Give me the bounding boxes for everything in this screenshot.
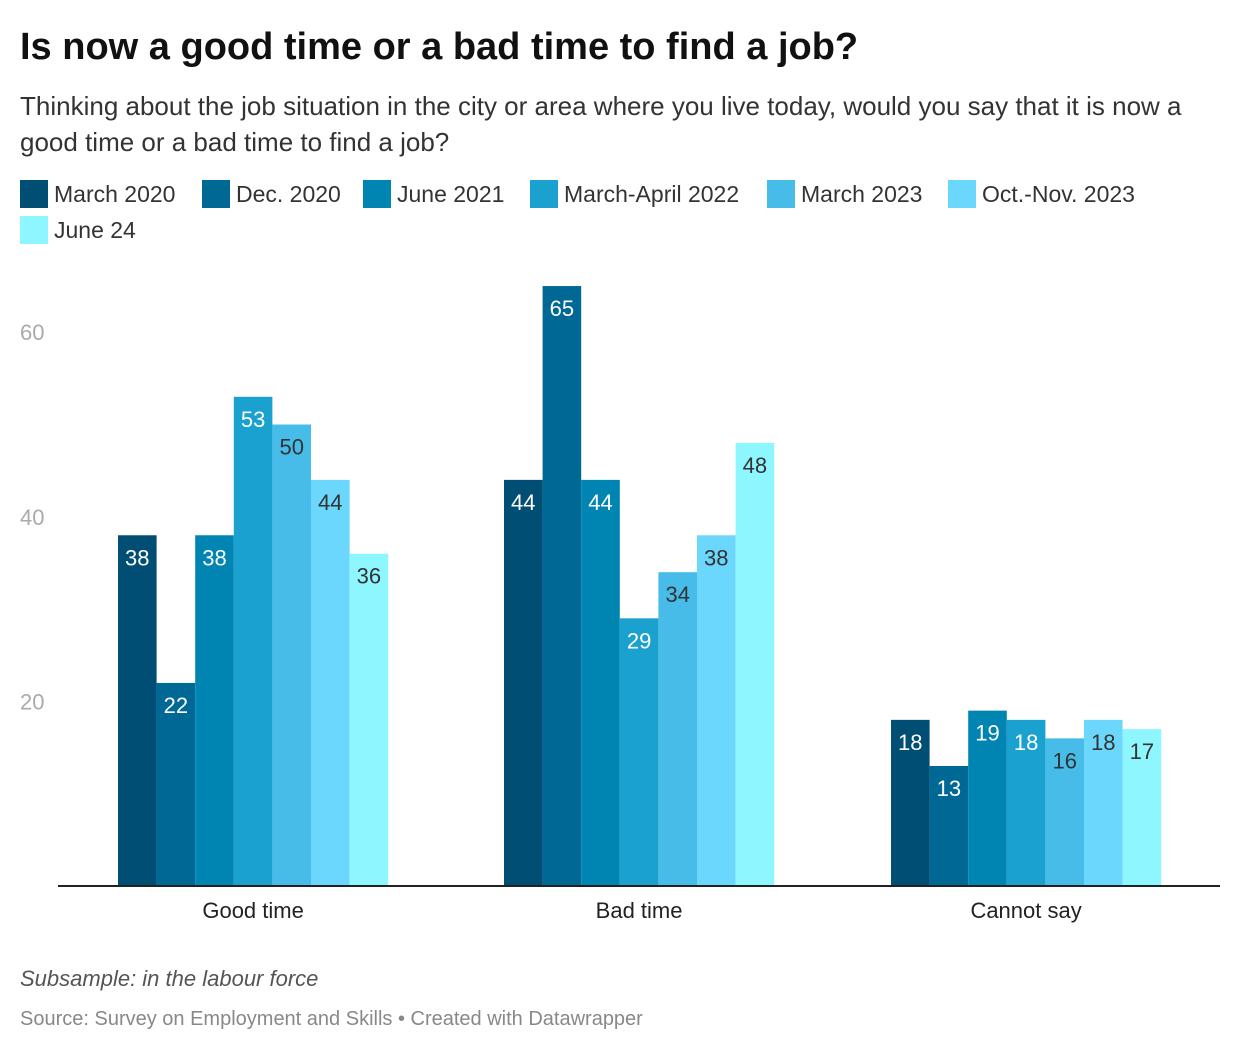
bar-value-label: 18 — [1091, 730, 1115, 755]
legend-label: Dec. 2020 — [236, 180, 341, 207]
y-tick-label: 20 — [20, 689, 44, 714]
bar — [118, 535, 157, 886]
bar — [504, 479, 543, 886]
bar — [968, 710, 1007, 886]
bar — [195, 535, 234, 886]
x-tick-label: Good time — [202, 898, 304, 923]
bar — [311, 479, 350, 886]
legend-label: March 2020 — [54, 180, 176, 207]
legend-label: March 2023 — [801, 180, 923, 207]
bar-value-label: 65 — [550, 296, 574, 321]
legend-item: March 2020 — [20, 176, 175, 212]
bar — [697, 535, 736, 886]
bar — [272, 424, 311, 886]
bar — [1045, 738, 1084, 886]
x-tick-label: Cannot say — [970, 898, 1081, 923]
bar-value-label: 29 — [627, 628, 651, 653]
bar — [929, 766, 969, 886]
chart-source: Source: Survey on Employment and Skills … — [20, 1008, 643, 1030]
legend-label: Oct.-Nov. 2023 — [982, 180, 1135, 207]
bar-value-label: 17 — [1130, 739, 1154, 764]
legend-swatch — [20, 180, 48, 208]
y-axis-ticks: 20 40 60 — [20, 320, 44, 714]
legend-swatch — [948, 180, 976, 208]
legend-label: June 24 — [54, 216, 136, 243]
legend-label: June 2021 — [397, 180, 505, 207]
bar-value-label: 50 — [279, 435, 303, 460]
bar — [581, 479, 620, 886]
bar-value-label: 44 — [588, 490, 612, 515]
bar-value-label: 38 — [704, 545, 728, 570]
legend-item: Oct.-Nov. 2023 — [948, 176, 1135, 212]
legend-item: March 2023 — [767, 176, 922, 212]
bar-value-label: 22 — [164, 693, 188, 718]
bar-value-label: 34 — [665, 582, 689, 607]
legend-item: March-April 2022 — [530, 176, 739, 212]
bar-chart: 20 40 60 38 22 38 53 50 44 36 44 65 44 29 34 38 48 18 13 1… — [20, 286, 1220, 923]
bar-value-label: 44 — [511, 490, 535, 515]
x-tick-label: Bad time — [596, 898, 683, 923]
chart-title: Is now a good time or a bad time to find… — [20, 26, 859, 68]
bar — [233, 396, 273, 886]
bar-value-label: 38 — [202, 545, 226, 570]
bar-value-label: 18 — [1014, 730, 1038, 755]
bar — [156, 682, 196, 886]
bar-value-label: 38 — [125, 545, 149, 570]
legend-swatch — [20, 216, 48, 244]
legend-item: Dec. 2020 — [202, 176, 341, 212]
bar — [735, 442, 775, 886]
legend-label: March-April 2022 — [564, 180, 740, 207]
legend-item: June 2021 — [363, 176, 504, 212]
bar-value-label: 36 — [357, 564, 381, 589]
x-axis-labels: Good time Bad time Cannot say — [202, 898, 1081, 923]
bar-value-label: 13 — [937, 776, 961, 801]
bar-value-label: 48 — [743, 453, 767, 478]
bar-value-label: 18 — [898, 730, 922, 755]
bar-value-labels: 38 22 38 53 50 44 36 44 65 44 29 34 38 48 18 13 19 18 16 18… — [125, 296, 1154, 801]
bar — [349, 553, 389, 886]
y-tick-label: 40 — [20, 505, 44, 530]
bar — [619, 618, 659, 886]
y-tick-label: 60 — [20, 320, 44, 345]
bar — [1122, 729, 1162, 886]
bar — [1084, 719, 1123, 886]
bar — [1006, 719, 1046, 886]
legend-item: June 24 — [20, 212, 136, 248]
legend-swatch — [202, 180, 230, 208]
chart-subtitle: Thinking about the job situation in the … — [20, 91, 1182, 157]
bar-value-label: 44 — [318, 490, 342, 515]
bar-value-label: 19 — [975, 721, 999, 746]
bar — [542, 286, 582, 886]
bar — [658, 572, 697, 886]
bar-value-label: 53 — [241, 407, 265, 432]
bars — [118, 286, 1162, 886]
legend-swatch — [767, 180, 795, 208]
legend-swatch — [530, 180, 558, 208]
bar — [891, 719, 930, 886]
legend-swatch — [363, 180, 391, 208]
chart-notes: Subsample: in the labour force — [20, 966, 319, 991]
bar-value-label: 16 — [1052, 748, 1076, 773]
